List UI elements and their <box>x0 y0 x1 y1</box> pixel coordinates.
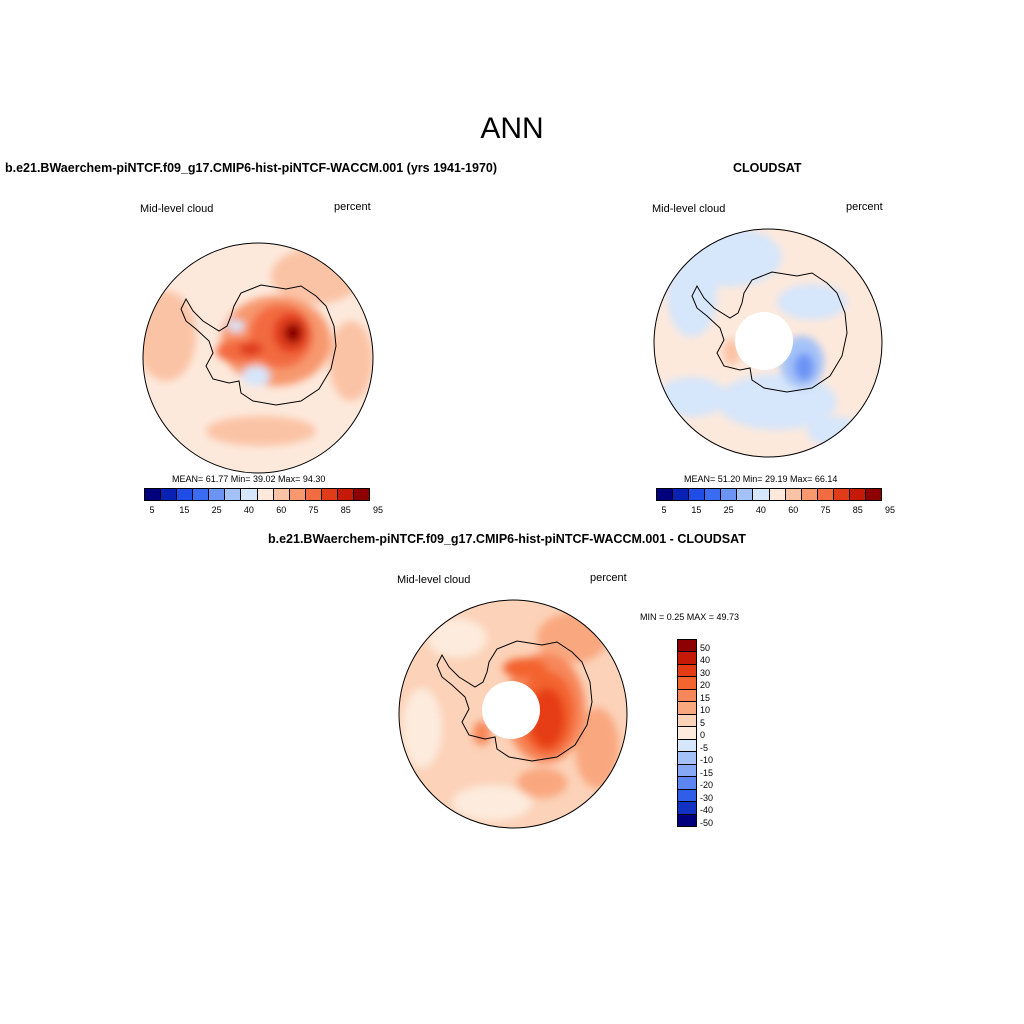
panel3-stats: MIN = 0.25 MAX = 49.73 <box>640 612 740 622</box>
colorbar-tick-label: 0 <box>700 730 706 741</box>
colorbar-tick-label: -20 <box>700 780 714 791</box>
panel2-polar-map <box>653 228 883 458</box>
colorbar-swatch <box>337 489 355 500</box>
colorbar-swatch <box>801 489 818 500</box>
colorbar-swatch <box>721 489 738 500</box>
colorbar-tick-label: -30 <box>700 792 714 803</box>
panel3-title: b.e21.BWaerchem-piNTCF.f09_g17.CMIP6-his… <box>268 532 746 546</box>
colorbar-tick-label: 5 <box>700 717 706 728</box>
colorbar-swatch <box>289 489 306 500</box>
colorbar-swatch <box>689 489 706 500</box>
colorbar-swatch <box>678 677 696 690</box>
panel2-colorbar-labels: 5 15 25 40 60 75 85 95 <box>656 505 896 517</box>
colorbar-tick-label: 10 <box>700 705 711 716</box>
colorbar-tick-label: 15 <box>691 505 702 515</box>
colorbar-swatch <box>678 814 696 827</box>
colorbar-swatch <box>678 652 696 665</box>
colorbar-tick-label: 5 <box>661 505 667 515</box>
colorbar-swatch <box>225 489 242 500</box>
colorbar-swatch <box>678 777 696 790</box>
colorbar-swatch <box>705 489 722 500</box>
panel3-units-label: percent <box>590 572 627 584</box>
colorbar-tick-label: 30 <box>700 667 711 678</box>
panel3-colorbar-labels: 50 40 30 20 15 10 5 0 -5 -10 -15 -20 -30 -40 -50 <box>700 639 740 828</box>
colorbar-swatch <box>321 489 338 500</box>
colorbar-tick-label: 60 <box>788 505 799 515</box>
colorbar-tick-label: 50 <box>700 642 711 653</box>
panel3-colorbar <box>677 639 697 827</box>
colorbar-swatch <box>849 489 867 500</box>
colorbar-tick-label: -15 <box>700 767 714 778</box>
colorbar-swatch <box>817 489 834 500</box>
panel2-title: CLOUDSAT <box>733 161 802 175</box>
colorbar-swatch <box>737 489 754 500</box>
colorbar-swatch <box>305 489 322 500</box>
colorbar-swatch <box>769 489 786 500</box>
colorbar-swatch <box>145 489 162 500</box>
colorbar-tick-label: 25 <box>723 505 734 515</box>
colorbar-tick-label: 95 <box>885 505 896 515</box>
colorbar-swatch <box>193 489 210 500</box>
colorbar-swatch <box>678 764 696 778</box>
colorbar-tick-label: -50 <box>700 818 714 828</box>
panel2-units-label: percent <box>846 201 883 213</box>
colorbar-tick-label: 85 <box>340 505 351 515</box>
colorbar-tick-label: 40 <box>700 655 711 666</box>
colorbar-swatch <box>678 640 696 653</box>
colorbar-tick-label: -40 <box>700 805 714 816</box>
colorbar-tick-label: 25 <box>211 505 222 515</box>
main-title: ANN <box>480 112 544 145</box>
colorbar-tick-label: 5 <box>149 505 155 515</box>
colorbar-swatch <box>678 752 696 765</box>
colorbar-tick-label: 40 <box>755 505 766 515</box>
colorbar-tick-label: -5 <box>700 742 709 753</box>
panel1-colorbar-labels: 5 15 25 40 60 75 85 95 <box>144 505 384 517</box>
colorbar-tick-label: 15 <box>700 692 711 703</box>
colorbar-swatch <box>177 489 194 500</box>
colorbar-swatch <box>161 489 178 500</box>
colorbar-swatch <box>209 489 226 500</box>
colorbar-swatch <box>678 727 696 740</box>
panel2-colorbar <box>656 488 882 501</box>
colorbar-tick-label: 60 <box>276 505 287 515</box>
colorbar-swatch <box>678 689 696 703</box>
colorbar-swatch <box>678 789 696 803</box>
colorbar-swatch <box>354 489 370 500</box>
panel1-polar-map <box>142 242 374 474</box>
colorbar-swatch <box>273 489 290 500</box>
panel1-stats: MEAN= 61.77 Min= 39.02 Max= 94.30 <box>172 474 326 484</box>
colorbar-swatch <box>673 489 690 500</box>
panel1-title: b.e21.BWaerchem-piNTCF.f09_g17.CMIP6-his… <box>5 161 498 175</box>
colorbar-swatch <box>678 802 696 815</box>
colorbar-tick-label: 75 <box>308 505 319 515</box>
colorbar-swatch <box>678 739 696 753</box>
colorbar-tick-label: 20 <box>700 680 711 691</box>
panel1-variable-label: Mid-level cloud <box>140 203 214 215</box>
colorbar-tick-label: 75 <box>820 505 831 515</box>
colorbar-swatch <box>785 489 802 500</box>
colorbar-swatch <box>241 489 258 500</box>
panel1-colorbar <box>144 488 370 501</box>
colorbar-tick-label: 85 <box>852 505 863 515</box>
panel1-units-label: percent <box>334 201 371 213</box>
colorbar-swatch <box>833 489 850 500</box>
colorbar-swatch <box>657 489 674 500</box>
panel2-variable-label: Mid-level cloud <box>652 203 726 215</box>
colorbar-swatch <box>678 664 696 678</box>
panel2-stats: MEAN= 51.20 Min= 29.19 Max= 66.14 <box>684 474 838 484</box>
colorbar-swatch <box>678 702 696 715</box>
panel3-variable-label: Mid-level cloud <box>397 574 471 586</box>
panel3-polar-map <box>398 599 628 829</box>
colorbar-swatch <box>678 714 696 728</box>
colorbar-swatch <box>866 489 882 500</box>
colorbar-swatch <box>257 489 274 500</box>
colorbar-tick-label: 40 <box>243 505 254 515</box>
colorbar-tick-label: 95 <box>373 505 384 515</box>
colorbar-tick-label: -10 <box>700 755 714 766</box>
colorbar-tick-label: 15 <box>179 505 190 515</box>
colorbar-swatch <box>753 489 770 500</box>
